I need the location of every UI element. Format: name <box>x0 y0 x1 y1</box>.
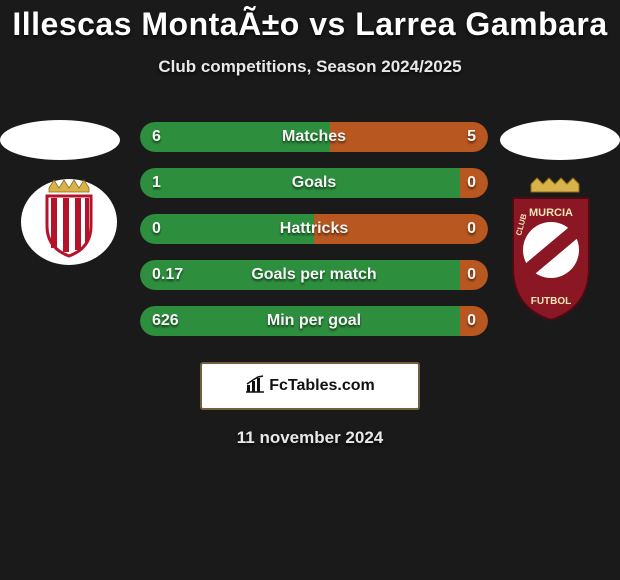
stat-label: Goals <box>292 168 336 198</box>
stat-value-left: 1 <box>152 168 161 198</box>
stat-label: Matches <box>282 122 346 152</box>
stat-value-right: 0 <box>467 260 476 290</box>
stat-row: 626 Min per goal 0 <box>140 306 488 336</box>
stat-value-right: 0 <box>467 168 476 198</box>
page-title: Illescas MontaÃ±o vs Larrea Gambara <box>0 0 620 43</box>
stat-row: 0 Hattricks 0 <box>140 214 488 244</box>
right-oval <box>500 120 620 160</box>
stat-label: Hattricks <box>280 214 348 244</box>
stat-row: 1 Goals 0 <box>140 168 488 198</box>
svg-text:FUTBOL: FUTBOL <box>531 296 572 307</box>
stat-value-left: 6 <box>152 122 161 152</box>
stats-container: 6 Matches 5 1 Goals 0 0 Hattricks 0 0.17 Goals per… <box>140 122 488 352</box>
stat-value-left: 0 <box>152 214 161 244</box>
stat-value-left: 626 <box>152 306 179 336</box>
date-text: 11 november 2024 <box>0 428 620 448</box>
stat-bar-right <box>330 122 488 152</box>
club-badge-right: MURCIA FUTBOL CLUB <box>501 176 601 326</box>
stat-label: Goals per match <box>251 260 376 290</box>
banner-text: FcTables.com <box>269 377 375 395</box>
stat-value-right: 5 <box>467 122 476 152</box>
stat-value-right: 0 <box>467 214 476 244</box>
banner-chart-icon <box>245 375 265 398</box>
left-oval <box>0 120 120 160</box>
stat-row: 6 Matches 5 <box>140 122 488 152</box>
site-banner: FcTables.com <box>200 362 420 410</box>
stat-row: 0.17 Goals per match 0 <box>140 260 488 290</box>
svg-text:MURCIA: MURCIA <box>529 207 573 219</box>
banner-content: FcTables.com <box>245 375 375 398</box>
stat-label: Min per goal <box>267 306 361 336</box>
club-badge-left <box>19 176 119 266</box>
stat-value-right: 0 <box>467 306 476 336</box>
stat-value-left: 0.17 <box>152 260 183 290</box>
subtitle: Club competitions, Season 2024/2025 <box>0 57 620 77</box>
